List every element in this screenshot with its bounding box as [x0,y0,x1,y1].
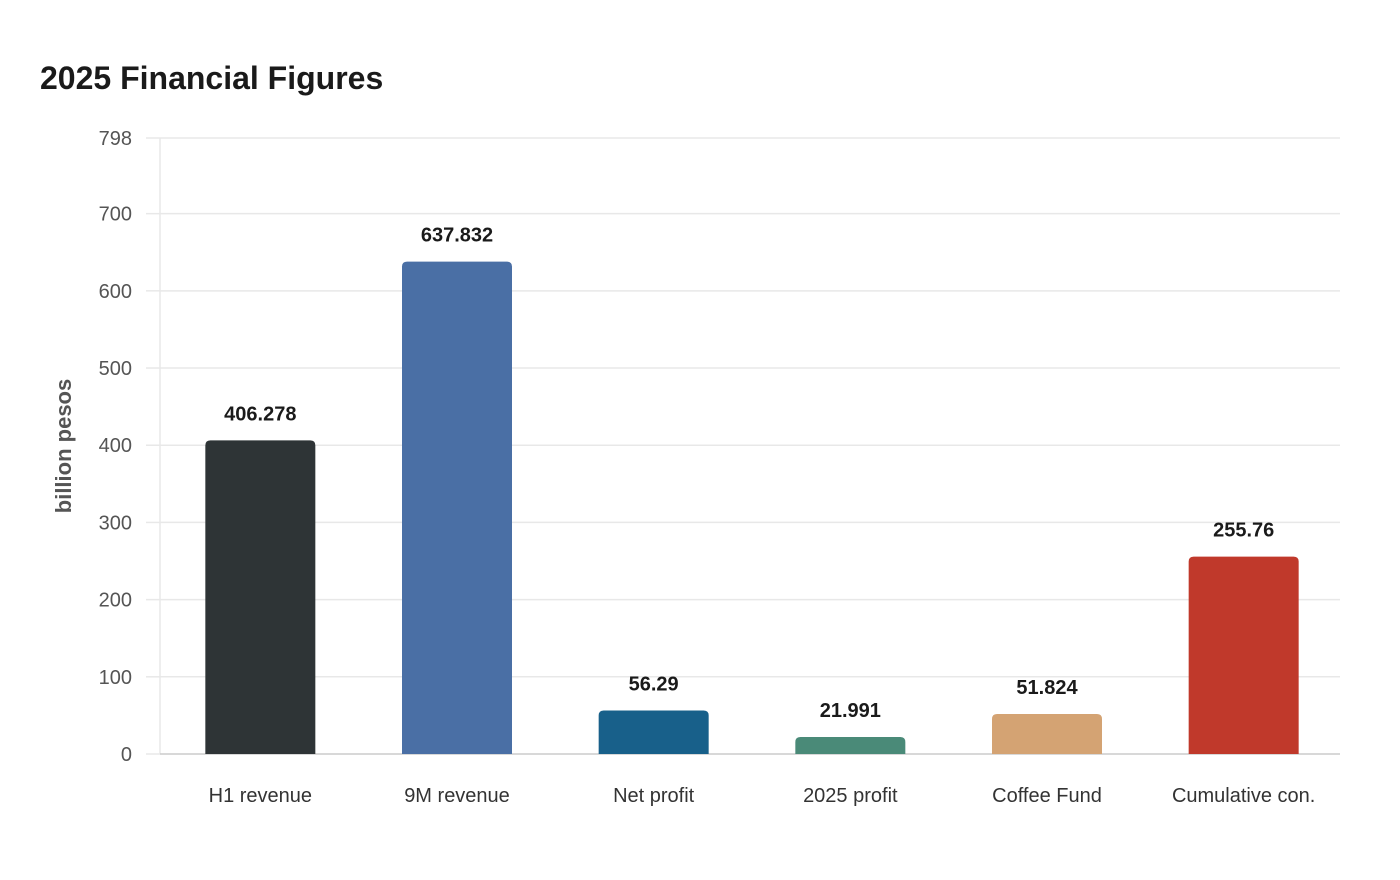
bar-9m-revenue [402,261,512,754]
y-tick-label: 0 [121,744,132,766]
bar-net-profit [598,710,709,754]
y-tick-label: 400 [99,435,132,457]
x-tick-label: 9M revenue [404,785,510,807]
data-label: 406.278 [224,403,296,425]
grid-lines [146,137,1340,755]
y-tick-label: 500 [99,358,132,380]
y-tick-label: 200 [99,590,132,612]
x-tick-label: Cumulative con. [1172,785,1315,807]
y-axis-title: billion pesos [51,379,76,513]
x-tick-label: Coffee Fund [992,785,1102,807]
y-tick-label: 600 [99,281,132,303]
data-label: 21.991 [820,700,881,722]
data-label: 56.29 [629,674,679,696]
bar-2025-profit [795,737,906,754]
bar-cumulative-con [1188,556,1299,754]
y-tick-label: 700 [99,204,132,226]
labels: 0 100 200 300 400 500 600 700 798 406.278 H1 reven… [99,128,1316,807]
y-tick-label: 300 [99,512,132,534]
y-tick-label: 100 [99,667,132,689]
x-tick-label: H1 revenue [209,785,312,807]
data-label: 255.76 [1213,520,1274,542]
x-tick-label: 2025 profit [803,785,898,807]
bar-coffee-fund [992,713,1102,754]
axes [159,138,1340,755]
data-label: 51.824 [1016,677,1078,699]
chart-title: 2025 Financial Figures [40,60,384,96]
bars [205,261,1299,754]
y-tick-label: 798 [99,128,132,150]
data-label: 637.832 [421,225,493,247]
x-tick-label: Net profit [613,785,695,807]
bar-h1-revenue [205,440,316,754]
